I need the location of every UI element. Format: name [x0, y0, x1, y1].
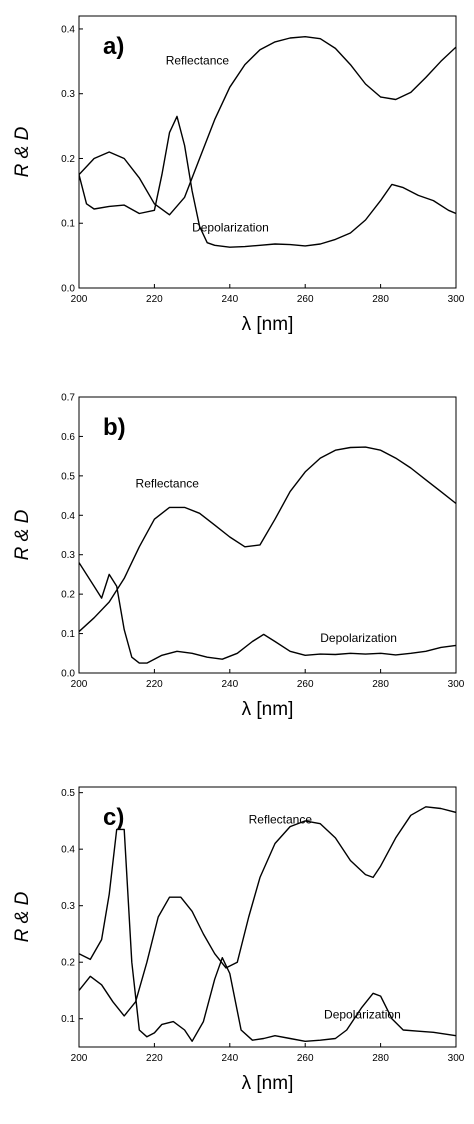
- reflectance-line-a: [79, 36, 456, 216]
- y-tick-label: 0.7: [61, 393, 75, 404]
- y-tick-label: 0.0: [61, 284, 75, 295]
- annotation-label: Depolarization: [324, 1008, 401, 1022]
- y-tick-label: 0.1: [61, 629, 75, 640]
- y-tick-label: 0.3: [61, 550, 75, 561]
- x-tick-label: 280: [372, 1053, 389, 1064]
- y-tick-label: 0.1: [61, 219, 75, 230]
- y-tick-label: 0.4: [61, 511, 75, 522]
- x-tick-label: 300: [448, 679, 465, 690]
- depolarization-line-a: [79, 115, 456, 248]
- y-axis-title-b: R & D: [12, 509, 33, 560]
- annotation-label: Depolarization: [320, 631, 397, 645]
- plot-frame-c: [78, 786, 457, 1048]
- x-tick-label: 280: [372, 294, 389, 305]
- y-tick-label: 0.2: [61, 154, 75, 165]
- y-tick-label: 0.2: [61, 958, 75, 969]
- y-tick-label: 0.3: [61, 901, 75, 912]
- panel-label-c: c): [103, 804, 124, 831]
- plot-frame-b: [78, 396, 457, 674]
- chart-panel-b: 200 220 240 260 280 300 0.0 0.1 0.2 0.3 0.4 0.5 0.6 0…: [12, 393, 465, 721]
- y-tick-label: 0.5: [61, 788, 75, 799]
- x-tick-label: 200: [71, 1053, 88, 1064]
- chart-panel-c: 200 220 240 260 280 300 0.1 0.2 0.3 0.4 0.5 λ [nm] R…: [12, 786, 465, 1094]
- y-tick-label: 0.1: [61, 1014, 75, 1025]
- reflectance-line-b: [79, 446, 456, 633]
- x-tick-label: 240: [221, 1053, 238, 1064]
- x-tick-label: 200: [71, 294, 88, 305]
- x-tick-label: 220: [146, 294, 163, 305]
- y-tick-label: 0.2: [61, 590, 75, 601]
- x-tick-label: 260: [297, 1053, 314, 1064]
- annotation-label: Reflectance: [166, 54, 230, 68]
- depolarization-line-c: [79, 828, 456, 1043]
- chart-panel-a: 200 220 240 260 280 300 0.0 0.1 0.2 0.3 0.4 λ [nm] R…: [12, 15, 465, 335]
- x-axis-title-b: λ [nm]: [242, 699, 294, 720]
- x-axis-title-a: λ [nm]: [242, 314, 294, 335]
- annotation-label: Reflectance: [249, 813, 313, 827]
- panel-label-b: b): [103, 414, 126, 441]
- x-tick-label: 240: [221, 294, 238, 305]
- x-tick-label: 260: [297, 679, 314, 690]
- panel-label-a: a): [103, 33, 124, 60]
- x-tick-label: 200: [71, 679, 88, 690]
- x-tick-label: 300: [448, 1053, 465, 1064]
- x-tick-label: 300: [448, 294, 465, 305]
- x-axis-title-c: λ [nm]: [242, 1073, 294, 1094]
- y-tick-label: 0.4: [61, 24, 75, 35]
- depolarization-line-b: [79, 562, 456, 664]
- x-tick-label: 220: [146, 1053, 163, 1064]
- annotation-label: Depolarization: [192, 221, 269, 235]
- annotation-label: Reflectance: [136, 477, 200, 491]
- x-tick-label: 280: [372, 679, 389, 690]
- y-axis-title-c: R & D: [12, 891, 33, 942]
- x-tick-label: 220: [146, 679, 163, 690]
- y-tick-label: 0.0: [61, 669, 75, 680]
- y-tick-label: 0.3: [61, 89, 75, 100]
- y-axis-title-a: R & D: [12, 126, 33, 177]
- y-tick-label: 0.6: [61, 432, 75, 443]
- y-tick-label: 0.4: [61, 845, 75, 856]
- plot-frame-a: [78, 15, 457, 289]
- x-tick-label: 260: [297, 294, 314, 305]
- y-tick-label: 0.5: [61, 471, 75, 482]
- x-tick-label: 240: [221, 679, 238, 690]
- reflectance-line-c: [79, 806, 456, 1017]
